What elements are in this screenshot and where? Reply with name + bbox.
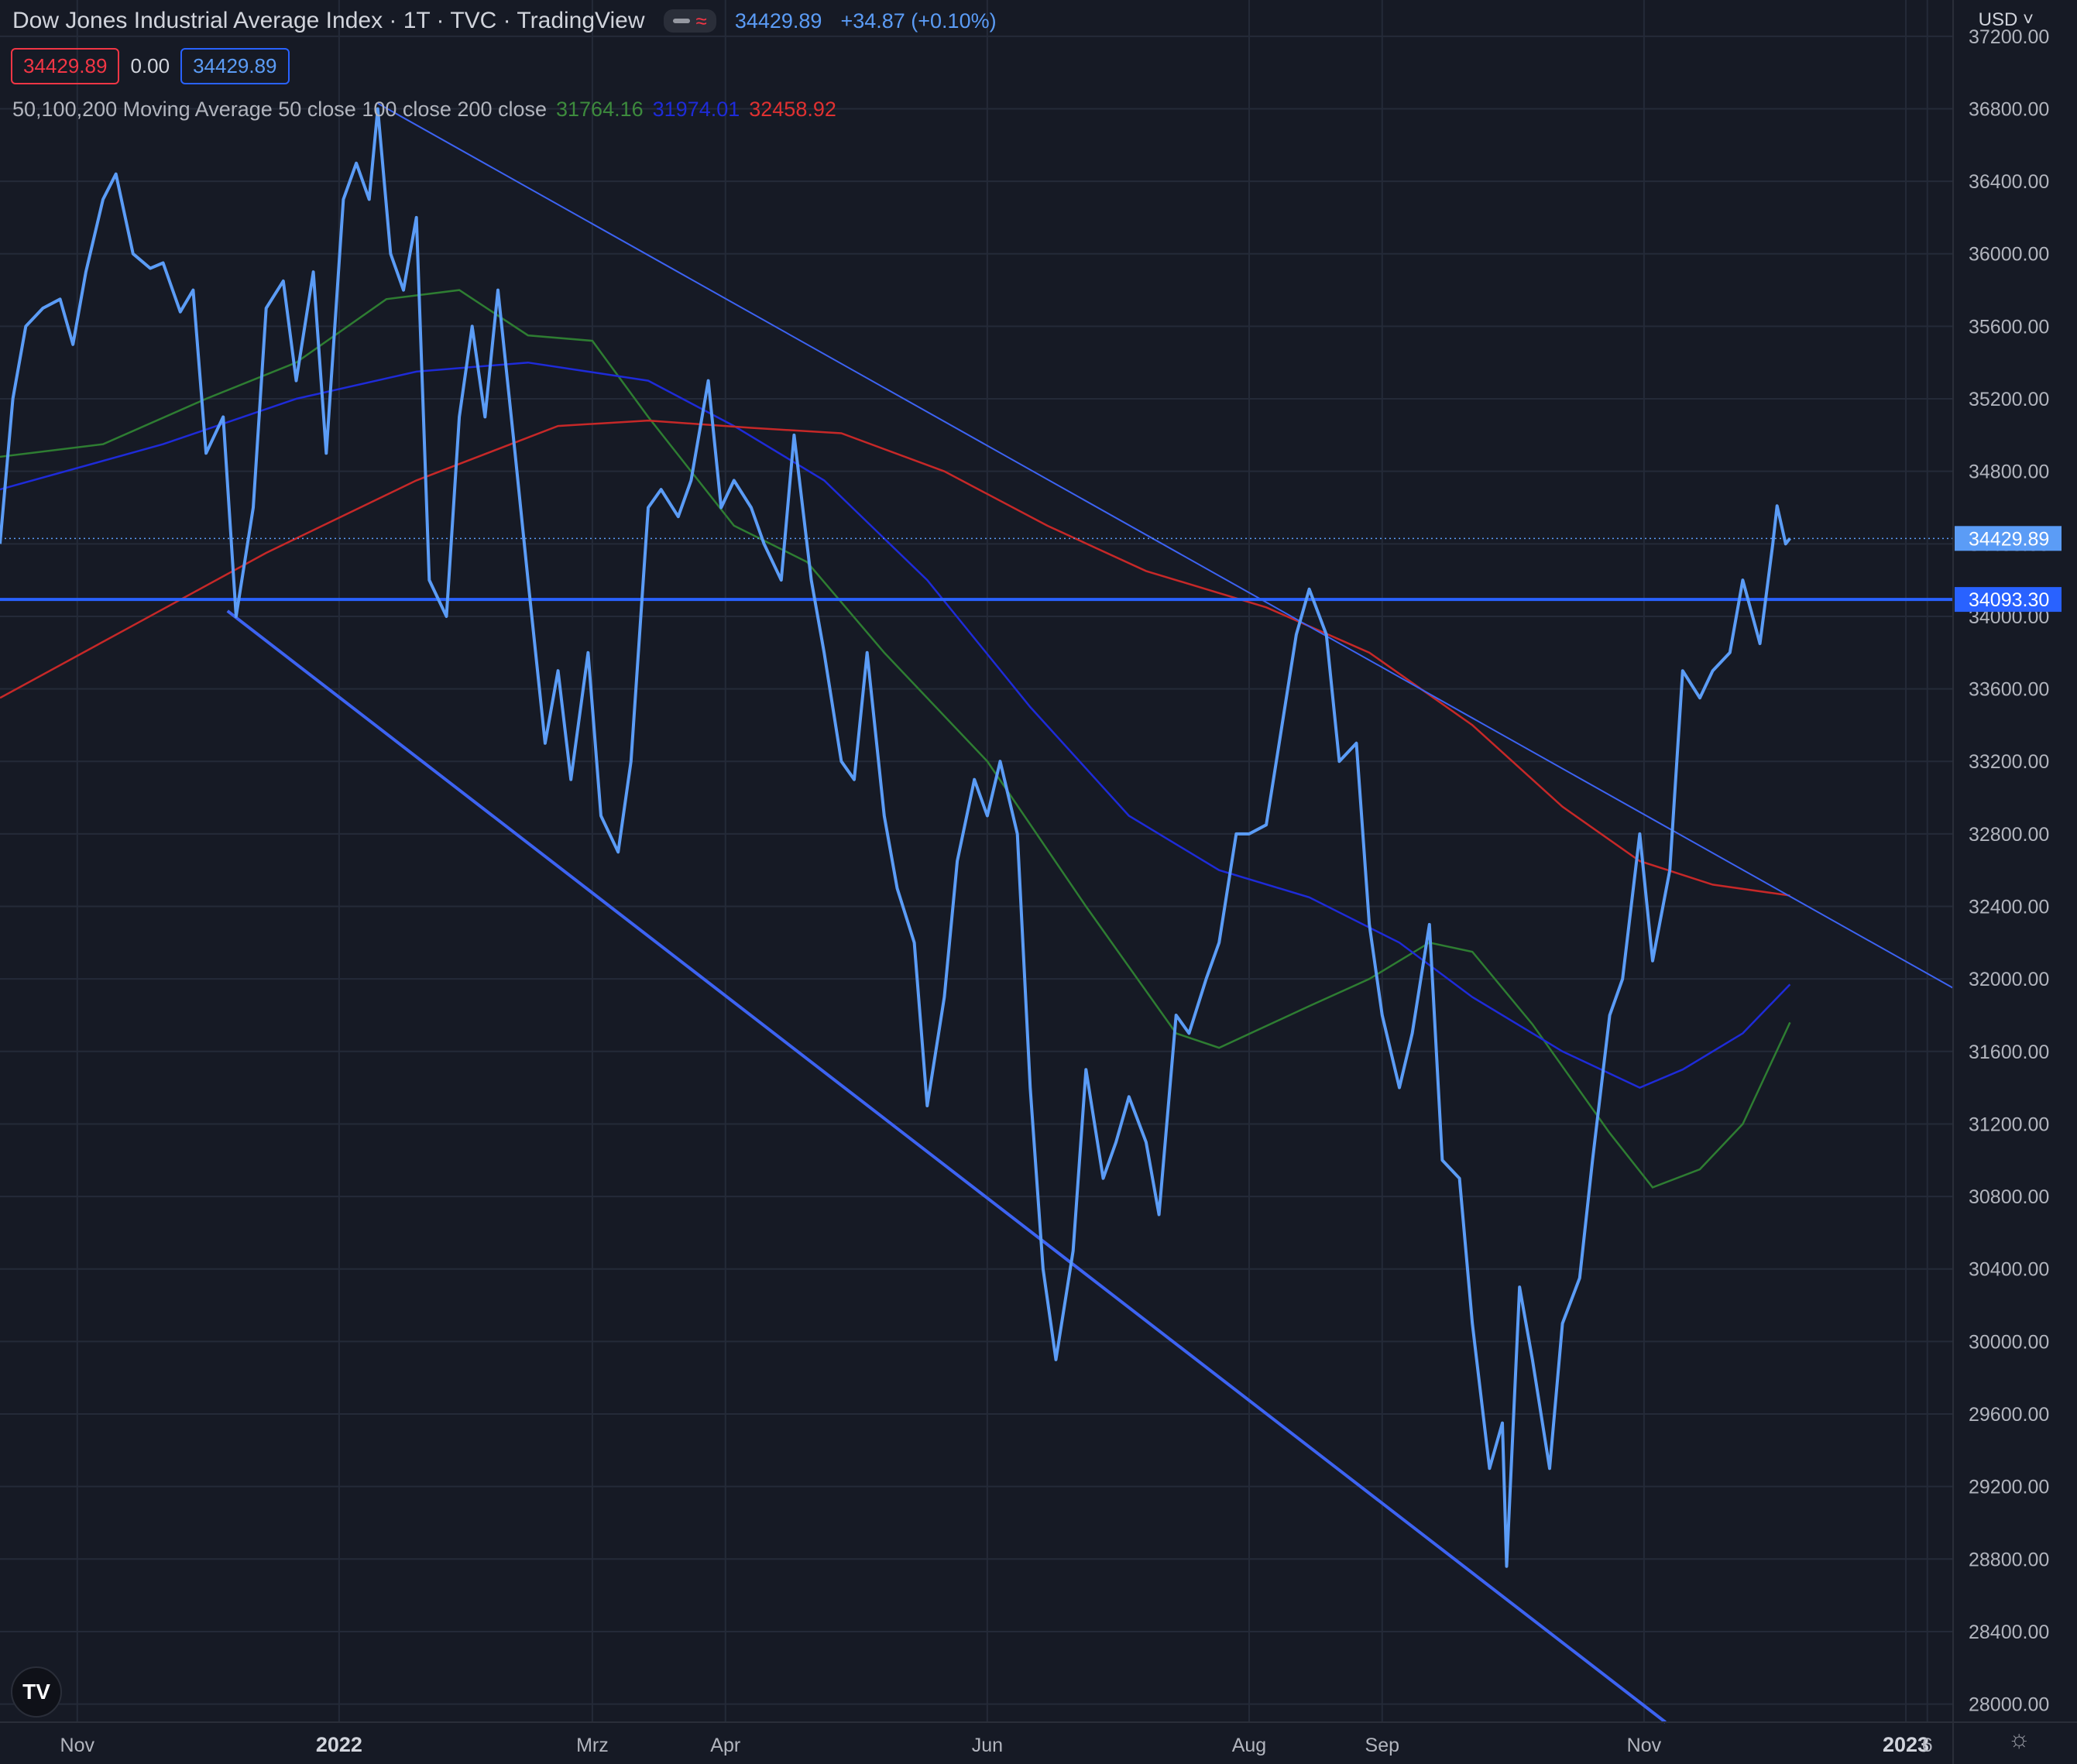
x-tick-label: 2022 [316, 1733, 362, 1756]
x-tick-label: Jun [972, 1735, 1003, 1756]
last-price: 34429.89 [734, 9, 822, 33]
moving-averages [0, 289, 1791, 1189]
y-tick-label: 36400.00 [1969, 171, 2049, 193]
currency-label: USD [1978, 9, 2018, 30]
x-tick-label: Mrz [576, 1735, 609, 1756]
y-tick-label: 28400.00 [1969, 1622, 2049, 1643]
price-change: +34.87 (+0.10%) [840, 9, 997, 33]
x-tick-label: 2023 [1883, 1733, 1929, 1756]
trade-box: 34429.89 0.00 34429.89 [11, 48, 290, 84]
y-tick-label: 31600.00 [1969, 1042, 2049, 1063]
chart-header: Dow Jones Industrial Average Index · 1T … [12, 8, 997, 34]
ma200-line [0, 419, 1790, 897]
tradingview-logo-icon[interactable]: TV [11, 1666, 62, 1718]
y-tick-label: 28800.00 [1969, 1549, 2049, 1570]
trendline-1 [377, 102, 1954, 989]
y-tick-label: 30400.00 [1969, 1259, 2049, 1281]
x-tick-label: Sep [1365, 1735, 1399, 1756]
last_value-badge [1955, 526, 2062, 551]
indicator-label: 50,100,200 Moving Average 50 close 100 c… [12, 98, 547, 121]
ma50-value: 31764.16 [556, 98, 644, 121]
x-tick-label: Apr [710, 1735, 740, 1756]
trendlines[interactable] [0, 102, 1954, 1724]
ma200-value: 32458.92 [749, 98, 836, 121]
x-tick-label: 6 [1922, 1735, 1933, 1756]
visibility-toggle[interactable]: ≈ [663, 9, 716, 33]
currency-selector[interactable]: USD ˅ [1979, 9, 2034, 31]
horizontal_line-badge-label: 34093.30 [1969, 589, 2049, 611]
sell-button[interactable]: 34429.89 [11, 48, 120, 84]
horizontal_line-badge [1955, 587, 2062, 613]
indicator-legend[interactable]: 50,100,200 Moving Average 50 close 100 c… [12, 98, 836, 122]
spread: 0.00 [130, 54, 170, 77]
x-tick-label: Aug [1232, 1735, 1266, 1756]
y-tick-label: 36000.00 [1969, 244, 2049, 266]
ma100-value: 31974.01 [652, 98, 740, 121]
y-tick-label: 31200.00 [1969, 1114, 2049, 1135]
y-tick-label: 33200.00 [1969, 751, 2049, 773]
y-tick-label: 36800.00 [1969, 98, 2049, 120]
y-tick-label: 29600.00 [1969, 1404, 2049, 1426]
x-tick-label: Nov [60, 1735, 95, 1756]
y-tick-label: 29200.00 [1969, 1477, 2049, 1498]
last_value-badge-label: 34429.89 [1969, 528, 2049, 550]
y-tick-label: 32400.00 [1969, 897, 2049, 918]
chevron-down-icon: ˅ [2022, 9, 2034, 30]
buy-button[interactable]: 34429.89 [180, 48, 290, 84]
x-tick-label: Nov [1627, 1735, 1662, 1756]
y-tick-label: 33600.00 [1969, 679, 2049, 701]
y-tick-label: 30800.00 [1969, 1186, 2049, 1208]
trendline-2 [226, 609, 1667, 1724]
minus-icon [672, 19, 690, 23]
y-tick-label: 30000.00 [1969, 1331, 2049, 1353]
y-tick-label: 32000.00 [1969, 969, 2049, 990]
y-tick-label: 28000.00 [1969, 1694, 2049, 1716]
y-tick-label: 32800.00 [1969, 824, 2049, 846]
price-line [0, 107, 1791, 1568]
ma100-line [0, 361, 1791, 1089]
approx-icon: ≈ [695, 9, 707, 33]
price-series [0, 107, 1791, 1568]
grid [0, 0, 1953, 1722]
y-tick-label: 37200.00 [1969, 26, 2049, 48]
y-tick-label: 34800.00 [1969, 462, 2049, 483]
gear-icon[interactable]: ☼ [2007, 1725, 2031, 1752]
ma50-line [0, 289, 1791, 1189]
chart-title: Dow Jones Industrial Average Index · 1T … [12, 8, 645, 33]
y-tick-label: 35200.00 [1969, 389, 2049, 410]
y-tick-label: 35600.00 [1969, 316, 2049, 338]
